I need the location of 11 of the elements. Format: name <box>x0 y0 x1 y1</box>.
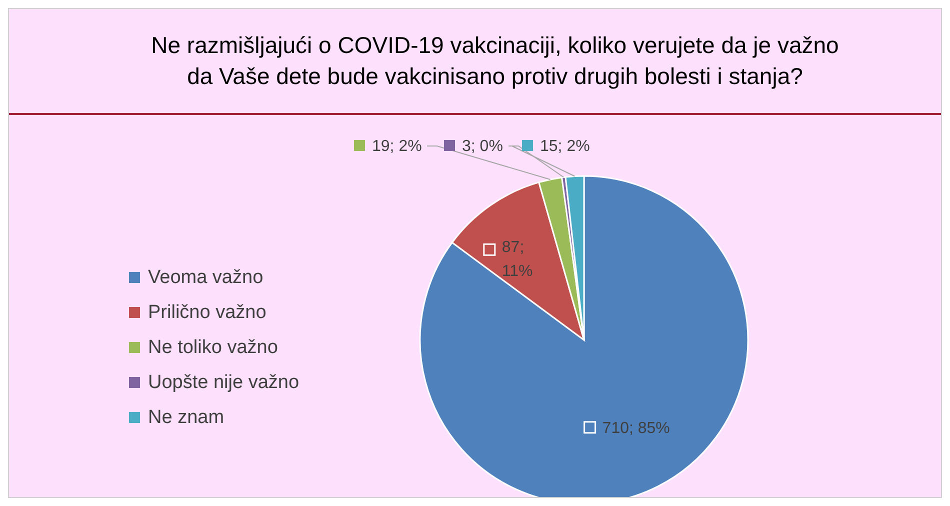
data-label: 87; 11% <box>502 239 533 280</box>
legend-label: Ne znam <box>148 406 224 428</box>
legend-label: Veoma važno <box>148 266 264 288</box>
chart-title: Ne razmišljajući o COVID-19 vakcinaciji, koliko verujete da je važno da Vaše dete bude vakcinisano protiv drugih bolesti i stanja? <box>150 31 840 91</box>
legend-label: Uopšte nije važno <box>148 372 300 394</box>
data-label: 3; 0% <box>462 138 503 155</box>
data-label: 710; 85% <box>602 420 670 437</box>
data-label: 15; 2% <box>540 138 590 155</box>
legend-label: Ne toliko važno <box>148 336 278 358</box>
legend-label: Prilično važno <box>148 302 266 324</box>
data-label: 19; 2% <box>372 138 422 155</box>
